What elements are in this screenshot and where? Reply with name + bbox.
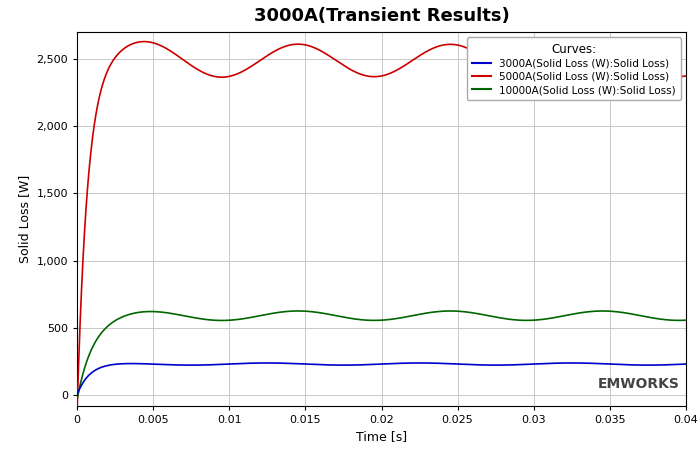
Title: 3000A(Transient Results): 3000A(Transient Results): [253, 7, 510, 25]
Legend: 3000A(Solid Loss (W):Solid Loss), 5000A(Solid Loss (W):Solid Loss), 10000A(Solid: 3000A(Solid Loss (W):Solid Loss), 5000A(…: [467, 37, 681, 100]
X-axis label: Time [s]: Time [s]: [356, 430, 407, 443]
Y-axis label: Solid Loss [W]: Solid Loss [W]: [18, 175, 31, 263]
Text: EMWORKS: EMWORKS: [598, 377, 680, 391]
